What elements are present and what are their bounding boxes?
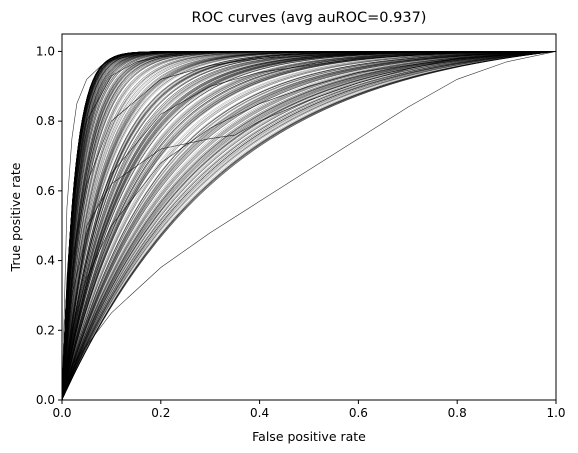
y-axis-label: True positive rate	[8, 162, 23, 272]
y-tick-label: 0.2	[36, 323, 55, 337]
roc-curve-series	[61, 51, 556, 401]
roc-curve-line	[61, 51, 557, 401]
x-tick-label: 0.4	[250, 406, 269, 420]
roc-curve-line	[61, 51, 557, 400]
x-axis-label: False positive rate	[252, 429, 366, 444]
roc-curve-line	[61, 51, 556, 400]
y-tick-label: 1.0	[36, 44, 55, 58]
roc-curve-series	[61, 51, 556, 401]
roc-curve-line	[61, 51, 557, 400]
roc-curve-line	[61, 51, 557, 400]
y-tick-label: 0.8	[36, 114, 55, 128]
roc-curve-line	[61, 51, 557, 400]
roc-curve-line	[61, 51, 557, 400]
x-tick-label: 0.2	[151, 406, 170, 420]
roc-curve-line	[61, 51, 557, 400]
roc-curve-line	[61, 51, 557, 401]
y-tick-label: 0.4	[36, 254, 55, 268]
x-tick-label: 0.8	[448, 406, 467, 420]
chart-title: ROC curves (avg auROC=0.937)	[192, 10, 427, 26]
y-axis: 0.0 0.2 0.4 0.6 0.8 1.0	[36, 44, 62, 407]
roc-curve-line	[61, 51, 557, 400]
roc-curve-series	[61, 51, 557, 401]
roc-curve-series	[61, 51, 557, 401]
roc-curve-line	[61, 51, 557, 400]
roc-curve-line	[61, 51, 557, 400]
roc-curve-series	[61, 51, 557, 401]
roc-curve-line	[61, 51, 557, 400]
roc-curve-series	[61, 51, 557, 401]
y-tick-label: 0.6	[36, 184, 55, 198]
roc-curve-line	[61, 51, 557, 400]
roc-curves-group	[61, 51, 557, 401]
x-tick-label: 0.0	[52, 406, 71, 420]
roc-curve-line	[61, 51, 557, 401]
roc-curve-line	[61, 51, 557, 400]
roc-curve-line	[61, 51, 557, 400]
y-tick-label: 0.0	[36, 393, 55, 407]
x-tick-label: 1.0	[546, 406, 565, 420]
x-axis: 0.0 0.2 0.4 0.6 0.8 1.0	[52, 400, 566, 420]
roc-curve-line	[61, 51, 557, 400]
plot-frame	[61, 33, 557, 401]
x-tick-label: 0.6	[349, 406, 368, 420]
roc-curve-line	[61, 51, 556, 400]
